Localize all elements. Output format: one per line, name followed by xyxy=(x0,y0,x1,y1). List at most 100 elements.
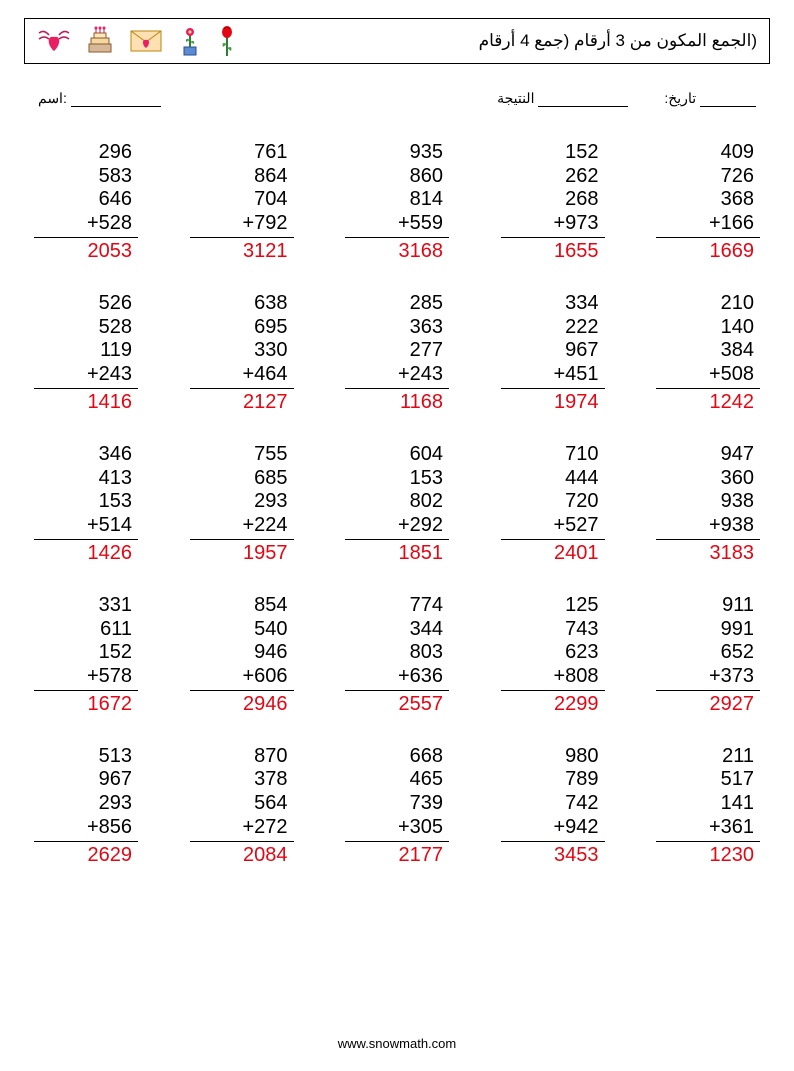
answer: 1655 xyxy=(501,240,605,264)
answer: 1974 xyxy=(501,391,605,415)
answer: 1426 xyxy=(34,542,138,566)
problem: 409726368+1661669 xyxy=(656,141,760,264)
name-field: اسم: xyxy=(38,90,161,107)
rule-line xyxy=(656,690,760,691)
addend: 761 xyxy=(254,141,287,165)
addend: 210 xyxy=(721,292,754,316)
icon-row xyxy=(37,24,237,58)
problem: 604153802+2921851 xyxy=(345,443,449,566)
operands: 285363277+243 xyxy=(345,292,449,386)
addend-last: +578 xyxy=(69,665,132,689)
operands: 211517141+361 xyxy=(656,745,760,839)
addend: 344 xyxy=(410,618,443,642)
problem: 334222967+451 1974 xyxy=(501,292,605,415)
problem: 211517141+3611230 xyxy=(656,745,760,868)
problem: 774344803+6362557 xyxy=(345,594,449,717)
addend: 742 xyxy=(565,792,598,816)
answer: 2557 xyxy=(345,693,449,717)
addend: 331 xyxy=(99,594,132,618)
addend: 967 xyxy=(99,768,132,792)
operands: 638695330+464 xyxy=(190,292,294,386)
operands: 870378564+272 xyxy=(190,745,294,839)
header-box: (الجمع المكون من 3 أرقام (جمع 4 أرقام xyxy=(24,18,770,64)
addend: 152 xyxy=(99,641,132,665)
addend: 774 xyxy=(410,594,443,618)
date-label: :تاريخ xyxy=(664,90,696,106)
rule-line xyxy=(345,388,449,389)
answer: 1957 xyxy=(190,542,294,566)
rule-line xyxy=(345,237,449,238)
addend-last: +528 xyxy=(69,212,132,236)
answer: 1416 xyxy=(34,391,138,415)
answer: 2927 xyxy=(656,693,760,717)
addend: 967 xyxy=(565,339,598,363)
operands: 334222967+451 xyxy=(501,292,605,386)
addend: 222 xyxy=(565,316,598,340)
addend-last: +973 xyxy=(535,212,598,236)
problem: 710444720+5272401 xyxy=(501,443,605,566)
addend: 277 xyxy=(410,339,443,363)
rule-line xyxy=(190,539,294,540)
operands: 346413153+514 xyxy=(34,443,138,537)
name-label: اسم: xyxy=(38,90,67,106)
addend: 360 xyxy=(721,467,754,491)
problem: 125743623+8082299 xyxy=(501,594,605,717)
answer: 2946 xyxy=(190,693,294,717)
addend: 803 xyxy=(410,641,443,665)
addend: 611 xyxy=(100,618,132,642)
addend: 296 xyxy=(99,141,132,165)
operands: 513967293+856 xyxy=(34,745,138,839)
addend: 704 xyxy=(254,188,287,212)
operands: 710444720+527 xyxy=(501,443,605,537)
addend: 334 xyxy=(565,292,598,316)
addend: 153 xyxy=(410,467,443,491)
operands: 980789742+942 xyxy=(501,745,605,839)
rule-line xyxy=(656,841,760,842)
addend-last: +243 xyxy=(69,363,132,387)
addend: 755 xyxy=(254,443,287,467)
rule-line xyxy=(656,539,760,540)
potted-flower-icon xyxy=(177,25,203,57)
answer: 2127 xyxy=(190,391,294,415)
addend: 646 xyxy=(99,188,132,212)
answer: 1669 xyxy=(656,240,760,264)
operands: 755685293+224 xyxy=(190,443,294,537)
addend: 125 xyxy=(565,594,598,618)
addend: 517 xyxy=(721,768,754,792)
addend-last: +559 xyxy=(380,212,443,236)
addend-last: +272 xyxy=(224,816,287,840)
answer: 1168 xyxy=(345,391,449,415)
addend: 444 xyxy=(565,467,598,491)
addend: 363 xyxy=(410,316,443,340)
problem: 638695330+464 2127 xyxy=(190,292,294,415)
addend: 938 xyxy=(721,490,754,514)
addend: 513 xyxy=(99,745,132,769)
addend: 293 xyxy=(254,490,287,514)
problem-row: 346413153+514 1426 755685293+224 1957 604153… xyxy=(34,443,760,566)
cake-icon xyxy=(85,26,115,56)
addend-last: +856 xyxy=(69,816,132,840)
addend-last: +942 xyxy=(535,816,598,840)
addend-last: +166 xyxy=(691,212,754,236)
info-row: اسم: النتيجة :تاريخ xyxy=(38,90,756,107)
addend: 211 xyxy=(722,745,754,769)
addend: 604 xyxy=(410,443,443,467)
addend: 980 xyxy=(565,745,598,769)
addend-last: +451 xyxy=(535,363,598,387)
rule-line xyxy=(656,388,760,389)
addend-last: +792 xyxy=(224,212,287,236)
addend-last: +292 xyxy=(380,514,443,538)
addend: 789 xyxy=(565,768,598,792)
addend-last: +464 xyxy=(224,363,287,387)
problem-grid: 296583646+5282053761864704+7923121935860… xyxy=(34,141,760,868)
addend: 726 xyxy=(721,165,754,189)
score-field: النتيجة xyxy=(497,90,628,107)
problem: 210140384+5081242 xyxy=(656,292,760,415)
addend: 947 xyxy=(721,443,754,467)
addend: 140 xyxy=(721,316,754,340)
addend: 668 xyxy=(410,745,443,769)
problem-row: 513967293+8562629870378564+2722084668465… xyxy=(34,745,760,868)
answer: 3168 xyxy=(345,240,449,264)
addend: 526 xyxy=(99,292,132,316)
problem-row: 526528119+2431416638695330+4642127285363… xyxy=(34,292,760,415)
